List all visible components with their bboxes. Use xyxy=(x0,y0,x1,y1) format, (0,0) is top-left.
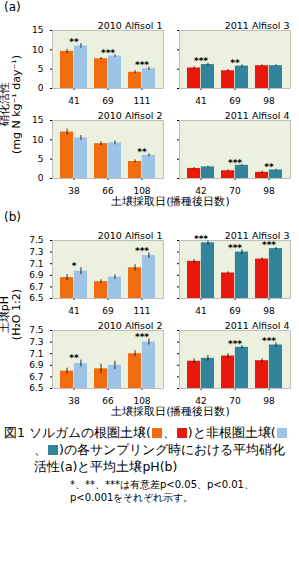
svg-text:70: 70 xyxy=(229,396,241,406)
svg-text:***: *** xyxy=(228,243,242,253)
svg-text:7.5: 7.5 xyxy=(29,325,43,335)
svg-text:6.9: 6.9 xyxy=(29,270,44,280)
svg-text:**: ** xyxy=(230,58,240,68)
html-text:(b): (b) xyxy=(4,210,21,224)
html-text:(H₂O 1:2): (H₂O 1:2) xyxy=(10,289,23,341)
html-text:)の各サンプリング時における平均硝化活性(a)と平均土壌pH: )の各サンプリング時における平均硝化活性(a)と平均土壌pH(b) xyxy=(34,442,285,474)
svg-text:111: 111 xyxy=(133,306,150,316)
svg-text:98: 98 xyxy=(263,396,275,406)
svg-text:6.5: 6.5 xyxy=(29,293,43,303)
svg-text:2011 Alfisol 3: 2011 Alfisol 3 xyxy=(225,20,290,31)
svg-text:6.7: 6.7 xyxy=(29,282,43,292)
svg-text:***: *** xyxy=(228,339,242,349)
svg-text:10: 10 xyxy=(32,135,44,145)
svg-text:108: 108 xyxy=(133,186,150,196)
svg-text:***: *** xyxy=(262,336,276,346)
svg-text:69: 69 xyxy=(102,96,114,106)
svg-text:**: ** xyxy=(137,147,147,157)
svg-text:2010 Alfisol 2: 2010 Alfisol 2 xyxy=(98,110,163,121)
html-text:*、**、***は有意差p<0.05、p<0.01、p<0.: *、**、***は有意差p<0.05、p<0.01、p<0.001をそれぞれ示す… xyxy=(70,479,254,503)
svg-text:108: 108 xyxy=(133,396,150,406)
svg-text:41: 41 xyxy=(195,96,206,106)
svg-text:2010 Alfisol 1: 2010 Alfisol 1 xyxy=(98,230,163,241)
svg-text:2010 Alfisol 1: 2010 Alfisol 1 xyxy=(98,20,163,31)
svg-text:42: 42 xyxy=(195,396,206,406)
svg-text:38: 38 xyxy=(68,396,80,406)
svg-text:0: 0 xyxy=(38,173,44,183)
svg-text:***: *** xyxy=(194,56,208,66)
svg-text:2011 Alfisol 3: 2011 Alfisol 3 xyxy=(225,230,290,241)
svg-text:0: 0 xyxy=(38,83,44,93)
svg-text:15: 15 xyxy=(32,25,43,35)
svg-text:5: 5 xyxy=(38,154,44,164)
html-text:土壌採取日(播種後日数): 土壌採取日(播種後日数) xyxy=(111,405,230,418)
svg-text:***: *** xyxy=(101,48,115,58)
svg-text:**: ** xyxy=(264,162,274,172)
svg-text:98: 98 xyxy=(263,186,275,196)
svg-text:***: *** xyxy=(228,158,242,168)
svg-text:6.5: 6.5 xyxy=(29,383,43,393)
svg-text:7.1: 7.1 xyxy=(29,259,43,269)
svg-text:66: 66 xyxy=(102,186,114,196)
svg-text:2011 Alfisol 4: 2011 Alfisol 4 xyxy=(225,320,290,331)
svg-text:111: 111 xyxy=(133,96,150,106)
svg-text:7.3: 7.3 xyxy=(29,247,43,257)
svg-text:7.3: 7.3 xyxy=(29,337,43,347)
svg-text:***: *** xyxy=(194,234,208,244)
html-text:)と非根圏土壌(: )と非根圏土壌( xyxy=(187,425,276,440)
html-text:土壌採取日(播種後日数): 土壌採取日(播種後日数) xyxy=(111,195,230,208)
svg-text:***: *** xyxy=(135,246,149,256)
html-text:図1 ソルガムの根圏土壌(: 図1 ソルガムの根圏土壌( xyxy=(4,425,151,440)
svg-text:98: 98 xyxy=(263,306,275,316)
svg-text:69: 69 xyxy=(229,96,241,106)
svg-text:5: 5 xyxy=(38,64,44,74)
html-text:(a): (a) xyxy=(4,0,21,14)
svg-text:41: 41 xyxy=(68,96,79,106)
svg-text:98: 98 xyxy=(263,96,275,106)
svg-text:2010 Alfisol 2: 2010 Alfisol 2 xyxy=(98,320,163,331)
svg-text:10: 10 xyxy=(32,45,44,55)
svg-text:41: 41 xyxy=(68,306,79,316)
svg-text:7.5: 7.5 xyxy=(29,235,43,245)
svg-text:42: 42 xyxy=(195,186,206,196)
svg-text:7.1: 7.1 xyxy=(29,349,43,359)
svg-text:6.7: 6.7 xyxy=(29,372,43,382)
svg-text:**: ** xyxy=(69,37,79,47)
svg-text:70: 70 xyxy=(229,186,241,196)
svg-text:***: *** xyxy=(135,60,149,70)
svg-text:66: 66 xyxy=(102,396,114,406)
svg-text:38: 38 xyxy=(68,186,80,196)
svg-text:*: * xyxy=(72,261,77,271)
html-text:(mg N kg⁻¹ day⁻¹): (mg N kg⁻¹ day⁻¹) xyxy=(10,55,23,155)
svg-text:***: *** xyxy=(135,332,149,342)
svg-text:***: *** xyxy=(262,240,276,250)
svg-text:69: 69 xyxy=(102,306,114,316)
svg-text:6.9: 6.9 xyxy=(29,360,44,370)
svg-text:**: ** xyxy=(69,353,79,363)
svg-text:2011 Alfisol 4: 2011 Alfisol 4 xyxy=(225,110,290,121)
svg-text:69: 69 xyxy=(229,306,241,316)
svg-text:41: 41 xyxy=(195,306,206,316)
svg-text:15: 15 xyxy=(32,115,43,125)
